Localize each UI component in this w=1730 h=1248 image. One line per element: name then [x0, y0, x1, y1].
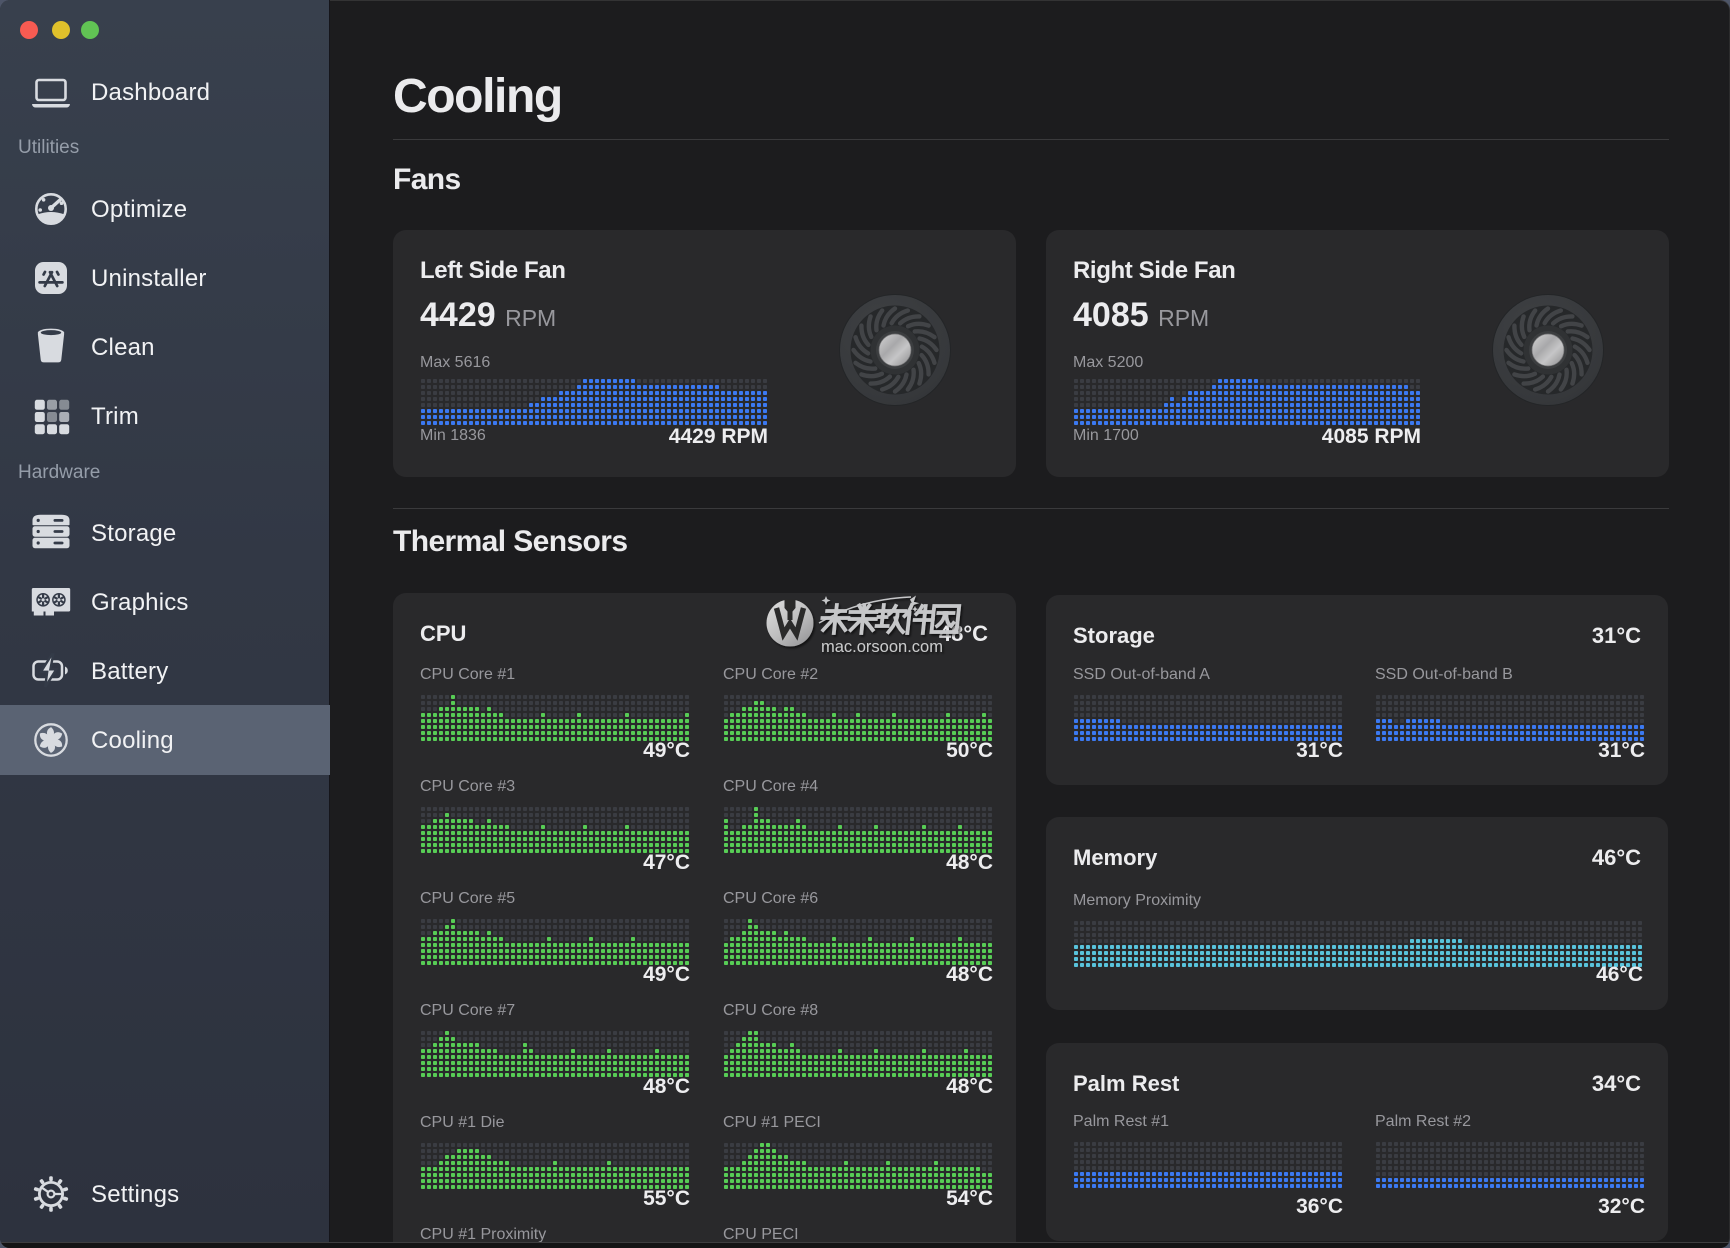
svg-text:mac.orsoon.com: mac.orsoon.com: [821, 638, 943, 656]
